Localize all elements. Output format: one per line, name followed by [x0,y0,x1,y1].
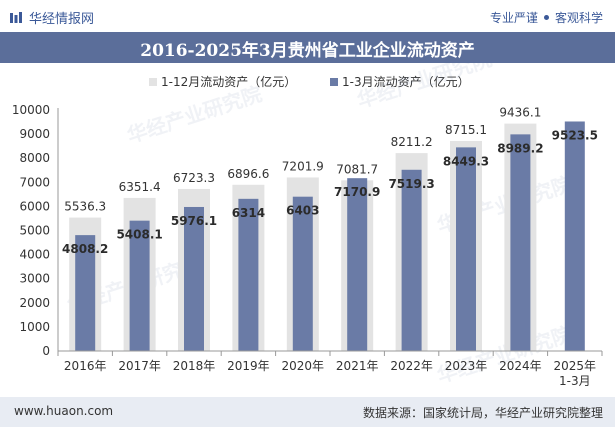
x-tick-label-line: 2016年 [64,359,107,373]
data-label-series2: 8449.3 [443,154,489,168]
bar-series2 [292,196,313,351]
x-tick-label-line: 2018年 [173,359,216,373]
x-tick-label: 2021年 [336,359,379,373]
legend: 1-12月流动资产（亿元） 1-3月流动资产（亿元） [149,74,470,89]
data-label-series1: 8211.2 [391,135,433,149]
data-label-series2: 5976.1 [171,214,217,228]
x-tick-label: 2018年 [173,359,216,373]
data-label-series1: 9436.1 [499,106,541,120]
tagline-1: 专业严谨 [489,11,538,25]
data-label-series1: 6723.3 [173,171,215,185]
data-label-series2: 6403 [286,204,319,218]
bar-series2 [564,121,585,352]
x-tick-label: 2019年 [227,359,270,373]
x-tick-label: 2024年 [499,359,542,373]
y-tick-label: 10000 [12,103,50,117]
data-label-series2: 8989.2 [497,141,543,155]
x-tick-label-line: 2019年 [227,359,270,373]
data-label-series1: 7081.7 [336,162,378,176]
x-tick-label: 2020年 [282,359,325,373]
y-tick-label: 0 [42,344,50,358]
tagline: 专业严谨 客观科学 [490,9,603,26]
brand: 华经情报网 [9,8,94,27]
legend-swatch-2 [330,78,338,86]
legend-label-1: 1-12月流动资产（亿元） [161,74,296,89]
bars: 5536.3 4808.2 6351.4 5408.1 6723.3 5976.1 6896… [62,106,598,352]
data-label-series2: 7170.9 [334,185,380,199]
y-tick-label: 5000 [19,224,50,238]
bar-series2 [184,206,204,351]
y-tick-label: 1000 [19,320,50,334]
data-label-series1: 8715.1 [445,123,487,137]
x-tick-label-line: 2021年 [336,359,379,373]
data-label-series1: 7201.9 [282,159,324,173]
brand-name: 华经情报网 [29,12,95,27]
data-label-series2: 7519.3 [388,177,434,191]
data-label-series2: 4808.2 [62,242,108,256]
bar-series2 [129,220,150,351]
data-label-series1: 6351.4 [119,180,161,194]
top-bar: 华经情报网 专业严谨 客观科学 [0,0,615,32]
x-tick-label: 2017年 [118,359,161,373]
footer-source: 数据来源：国家统计局，华经产业研究院整理 [362,406,603,420]
y-axis: 0 1000 2000 3000 4000 5000 6000 7000 8000 9000 100… [12,103,59,358]
x-tick-label: 2025年 1-3月 [554,359,597,388]
x-tick-label-line: 1-3月 [559,374,591,388]
y-tick-label: 8000 [19,151,50,165]
data-label-series2: 6314 [232,206,265,220]
x-tick-label: 2016年 [64,359,107,373]
x-tick-label-line: 2023年 [445,359,488,373]
data-label-series2: 5408.1 [116,228,162,242]
data-label-series2: 9523.5 [552,128,598,142]
legend-swatch-1 [149,78,157,86]
x-tick-label: 2022年 [390,359,433,373]
watermark-text: 华经产业研究院 [124,82,265,148]
legend-label-2: 1-3月流动资产（亿元） [342,74,470,89]
bar-series2 [510,134,531,351]
y-tick-label: 6000 [19,199,50,213]
bar-series2 [75,235,96,351]
x-tick-label-line: 2024年 [499,359,542,373]
y-tick-label: 3000 [19,272,50,286]
footer-website: www.huaon.com [14,404,114,418]
x-tick-label-line: 2020年 [282,359,325,373]
x-tick-label-line: 2022年 [390,359,433,373]
tagline-2: 客观科学 [554,11,603,25]
y-tick-label: 2000 [19,296,50,310]
bar-series2 [456,147,476,351]
bar-series2 [238,198,259,351]
bar-series2 [347,178,368,351]
watermark-text: 华经产业研究院 [354,63,495,113]
x-axis: 2016年 2017年 2018年 2019年 2020年 2021年 2022年 2023年… [57,350,603,388]
y-tick-label: 9000 [19,127,50,141]
data-label-series1: 5536.3 [64,200,106,214]
x-tick-label-line: 2025年 [554,359,597,373]
y-tick-label: 7000 [19,175,50,189]
chart-title: 2016-2025年3月贵州省工业企业流动资产 [140,41,475,61]
x-tick-label: 2023年 [445,359,488,373]
title-bar: 2016-2025年3月贵州省工业企业流动资产 [0,32,615,63]
data-label-series1: 6896.6 [227,167,269,181]
logo-icon [10,11,22,23]
y-tick-label: 4000 [19,248,50,262]
bar-series2 [401,169,422,351]
footer: www.huaon.com 数据来源：国家统计局，华经产业研究院整理 [0,397,615,427]
chart-svg: 1-12月流动资产（亿元） 1-3月流动资产（亿元） 华经产业研究院 华经产业研究… [12,63,603,388]
x-tick-label-line: 2017年 [118,359,161,373]
separator-dot-icon [543,15,549,20]
